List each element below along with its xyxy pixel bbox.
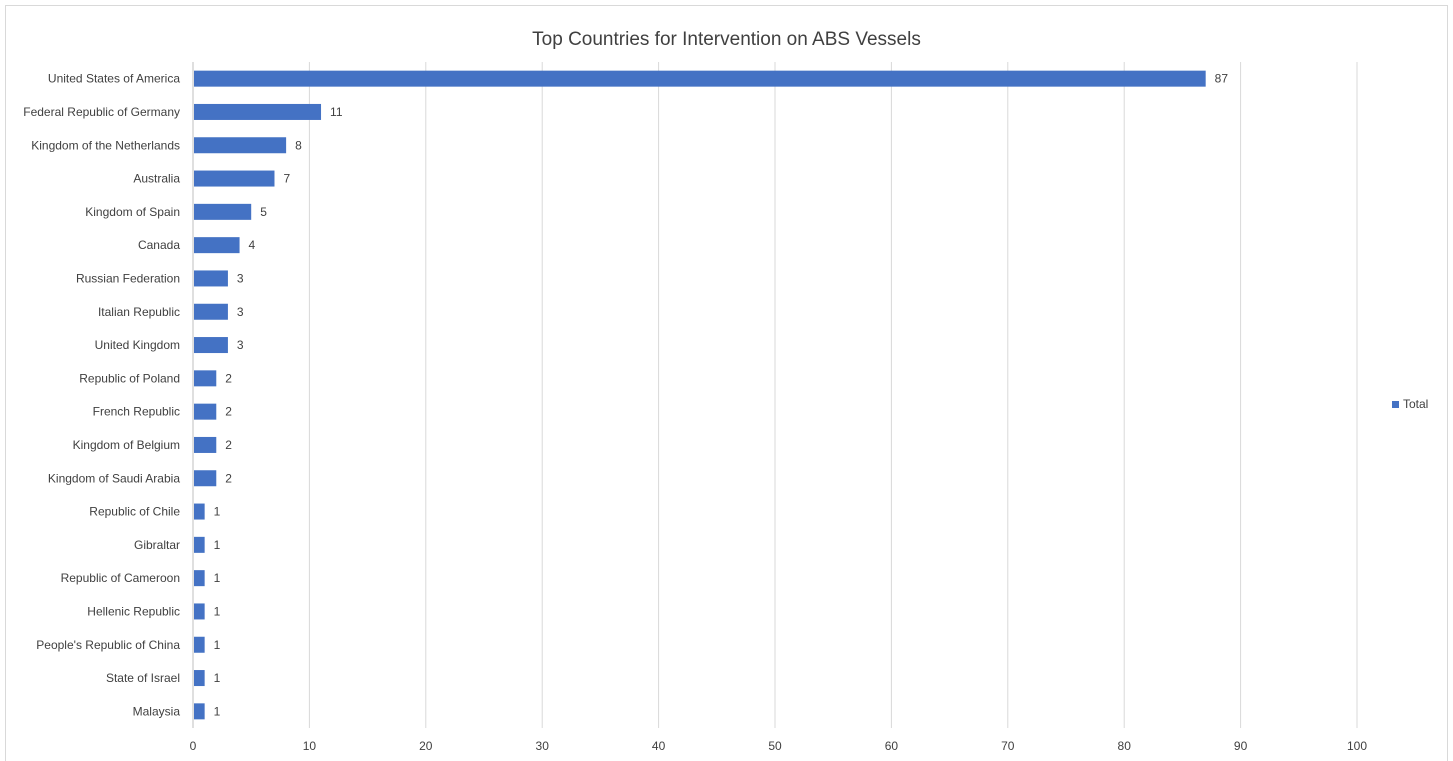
- category-label: French Republic: [93, 405, 180, 419]
- category-label: Australia: [133, 172, 180, 186]
- data-label: 1: [214, 571, 221, 585]
- x-tick-label: 80: [1118, 739, 1132, 753]
- data-label: 3: [237, 305, 244, 319]
- bar: [194, 103, 322, 120]
- category-label: Kingdom of Belgium: [73, 438, 180, 452]
- data-label: 3: [237, 271, 244, 285]
- bar: [194, 636, 205, 653]
- category-label: Hellenic Republic: [87, 604, 180, 618]
- category-label: Russian Federation: [76, 271, 180, 285]
- bar: [194, 203, 252, 220]
- bar: [194, 270, 228, 287]
- data-label: 2: [225, 438, 232, 452]
- x-tick-label: 20: [419, 739, 433, 753]
- legend: Total: [1392, 397, 1428, 411]
- bar: [194, 137, 287, 154]
- data-label: 5: [260, 205, 267, 219]
- bar: [194, 670, 205, 687]
- bar: [194, 603, 205, 620]
- data-label: 2: [225, 471, 232, 485]
- data-label: 3: [237, 338, 244, 352]
- category-label: Gibraltar: [134, 538, 180, 552]
- bar: [194, 503, 205, 520]
- category-label: Kingdom of the Netherlands: [31, 138, 180, 152]
- x-tick-label: 50: [768, 739, 782, 753]
- category-label: Malaysia: [133, 704, 181, 718]
- data-label: 1: [214, 671, 221, 685]
- data-label: 1: [214, 638, 221, 652]
- bar: [194, 536, 205, 553]
- category-label: Italian Republic: [98, 305, 180, 319]
- chart-frame: [5, 5, 1448, 761]
- bar: [194, 570, 205, 587]
- category-label: Kingdom of Saudi Arabia: [48, 471, 180, 485]
- chart-title: Top Countries for Intervention on ABS Ve…: [532, 29, 921, 50]
- bar: [194, 170, 275, 187]
- bar: [194, 436, 217, 453]
- data-label: 8: [295, 138, 302, 152]
- bar: [194, 237, 240, 254]
- data-label: 11: [330, 105, 343, 119]
- category-label: Republic of Cameroon: [61, 571, 180, 585]
- x-tick-label: 0: [190, 739, 197, 753]
- x-tick-label: 30: [536, 739, 550, 753]
- legend-label: Total: [1403, 397, 1429, 411]
- bar: [194, 403, 217, 420]
- legend-swatch: [1392, 400, 1399, 408]
- data-label: 1: [214, 704, 221, 718]
- category-label: State of Israel: [106, 671, 180, 685]
- data-label: 4: [249, 238, 256, 252]
- bar: [194, 370, 217, 387]
- category-label: Canada: [138, 238, 180, 252]
- bar: [194, 703, 205, 720]
- category-label: United States of America: [48, 72, 180, 86]
- data-label: 7: [283, 172, 290, 186]
- x-tick-label: 40: [652, 739, 666, 753]
- x-tick-label: 70: [1001, 739, 1015, 753]
- bar: [194, 337, 228, 354]
- x-tick-label: 10: [303, 739, 317, 753]
- data-label: 1: [214, 538, 221, 552]
- x-tick-label: 100: [1347, 739, 1367, 753]
- category-label: Kingdom of Spain: [85, 205, 180, 219]
- category-label: Federal Republic of Germany: [23, 105, 180, 119]
- data-label: 1: [214, 604, 221, 618]
- data-label: 1: [214, 505, 221, 519]
- data-label: 2: [225, 371, 232, 385]
- bar: [194, 70, 1206, 87]
- x-tick-label: 60: [885, 739, 899, 753]
- x-tick-label: 90: [1234, 739, 1248, 753]
- data-label: 2: [225, 405, 232, 419]
- category-label: Republic of Chile: [89, 505, 180, 519]
- data-label: 87: [1215, 72, 1229, 86]
- category-label: Republic of Poland: [79, 371, 180, 385]
- category-label: People's Republic of China: [36, 638, 180, 652]
- category-label: United Kingdom: [95, 338, 180, 352]
- bar: [194, 303, 228, 320]
- bar: [194, 470, 217, 487]
